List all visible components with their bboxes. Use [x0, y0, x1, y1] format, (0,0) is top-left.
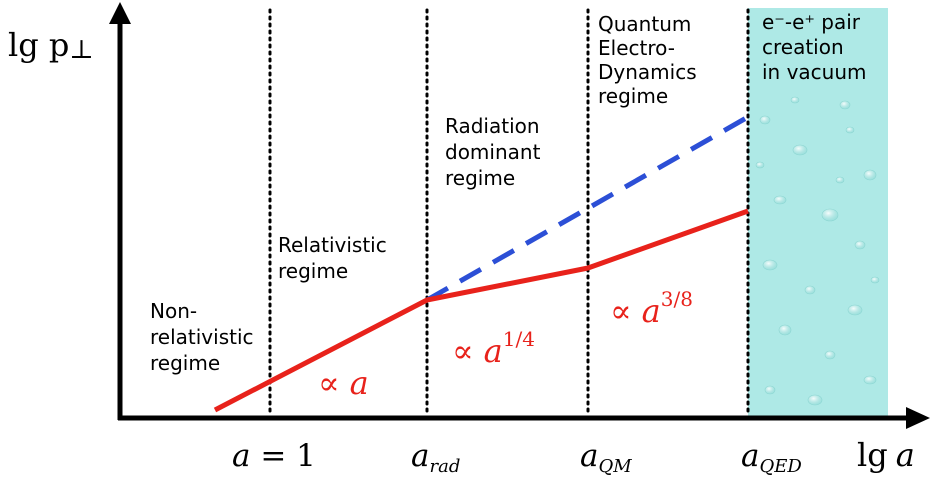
red-curve [213, 208, 749, 413]
regime-label-qed: Quantum Electro- Dynamics regime [598, 12, 703, 108]
regime-label-non-relativistic: Non- relativistic regime [150, 299, 260, 375]
tick-a-eq-1: a = 1 [232, 438, 316, 474]
x-axis-arrowhead [906, 407, 930, 429]
regime-label-relativistic: Relativistic regime [278, 233, 393, 283]
regime-label-pair-creation: e⁻-e⁺ pair creation in vacuum [762, 10, 867, 84]
y-axis-arrowhead [109, 2, 131, 24]
tick-a-rad: arad [411, 438, 460, 477]
scaling-label-three-eighths: ∝ a3/8 [610, 287, 693, 330]
axes [109, 2, 930, 429]
curves [213, 114, 750, 413]
tick-a-qed: aQED [741, 438, 802, 477]
tick-a-qm: aQM [580, 438, 632, 477]
scaling-label-a: ∝ a [318, 364, 369, 402]
x-axis-label: lg a [857, 436, 915, 474]
blue-dashed-curve [425, 114, 750, 303]
y-axis-label: lg p⊥ [8, 26, 94, 65]
scaling-label-quarter: ∝ a1/4 [452, 327, 535, 370]
regime-label-radiation-dominant: Radiation dominant regime [445, 114, 547, 190]
pair-creation-region [748, 8, 888, 416]
